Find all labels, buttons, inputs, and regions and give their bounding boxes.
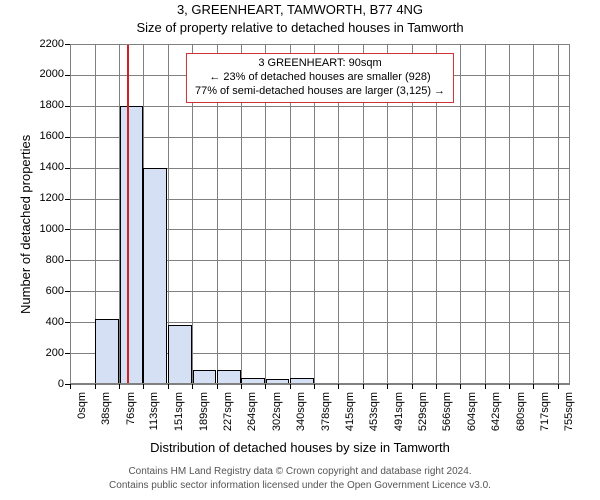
y-tick-mark <box>65 44 70 45</box>
y-tick-label: 600 <box>30 285 64 297</box>
y-tick-label: 1200 <box>30 192 64 204</box>
y-tick-label: 400 <box>30 316 64 328</box>
x-tick-mark <box>558 384 559 389</box>
x-tick-label: 680sqm <box>515 392 527 452</box>
x-tick-mark <box>192 384 193 389</box>
x-tick-label: 453sqm <box>368 392 380 452</box>
x-tick-label: 566sqm <box>441 392 453 452</box>
x-tick-label: 227sqm <box>222 392 234 452</box>
figure-container: 3, GREENHEART, TAMWORTH, B77 4NG Size of… <box>0 0 600 500</box>
chart-title-line1: 3, GREENHEART, TAMWORTH, B77 4NG <box>0 2 600 17</box>
x-tick-mark <box>217 384 218 389</box>
x-tick-label: 151sqm <box>173 392 185 452</box>
x-tick-mark <box>338 384 339 389</box>
x-tick-mark <box>70 384 71 389</box>
chart-title-line2: Size of property relative to detached ho… <box>0 20 600 35</box>
x-tick-mark <box>265 384 266 389</box>
y-tick-mark <box>65 199 70 200</box>
y-tick-mark <box>65 260 70 261</box>
y-tick-label: 1800 <box>30 99 64 111</box>
x-tick-mark <box>533 384 534 389</box>
x-tick-mark <box>314 384 315 389</box>
x-tick-label: 717sqm <box>539 392 551 452</box>
footer-line1: Contains HM Land Registry data © Crown c… <box>0 466 600 477</box>
x-tick-label: 755sqm <box>563 392 575 452</box>
y-tick-label: 2200 <box>30 38 64 50</box>
y-tick-mark <box>65 322 70 323</box>
x-tick-mark <box>485 384 486 389</box>
x-tick-label: 0sqm <box>76 392 88 452</box>
x-tick-mark <box>436 384 437 389</box>
legend-box: 3 GREENHEART: 90sqm← 23% of detached hou… <box>186 53 454 103</box>
x-tick-label: 302sqm <box>271 392 283 452</box>
x-tick-label: 529sqm <box>417 392 429 452</box>
y-tick-mark <box>65 106 70 107</box>
legend-line: ← 23% of detached houses are smaller (92… <box>195 71 445 85</box>
gridline-h <box>70 384 570 385</box>
y-tick-mark <box>65 168 70 169</box>
x-tick-mark <box>95 384 96 389</box>
legend-line: 77% of semi-detached houses are larger (… <box>195 85 445 99</box>
y-tick-mark <box>65 229 70 230</box>
x-tick-mark <box>168 384 169 389</box>
legend-line: 3 GREENHEART: 90sqm <box>195 57 445 71</box>
x-tick-mark <box>412 384 413 389</box>
x-tick-label: 642sqm <box>490 392 502 452</box>
y-tick-label: 1600 <box>30 130 64 142</box>
x-tick-label: 38sqm <box>100 392 112 452</box>
x-tick-label: 378sqm <box>320 392 332 452</box>
x-tick-mark <box>241 384 242 389</box>
y-tick-mark <box>65 75 70 76</box>
x-tick-label: 189sqm <box>198 392 210 452</box>
y-tick-label: 2000 <box>30 68 64 80</box>
x-tick-mark <box>363 384 364 389</box>
x-tick-label: 415sqm <box>344 392 356 452</box>
y-tick-mark <box>65 353 70 354</box>
x-tick-mark <box>119 384 120 389</box>
x-tick-mark <box>387 384 388 389</box>
x-tick-label: 264sqm <box>246 392 258 452</box>
y-tick-label: 0 <box>30 378 64 390</box>
y-tick-label: 800 <box>30 254 64 266</box>
x-tick-label: 340sqm <box>295 392 307 452</box>
y-tick-label: 1400 <box>30 161 64 173</box>
x-tick-mark <box>460 384 461 389</box>
x-tick-label: 76sqm <box>125 392 137 452</box>
y-tick-label: 200 <box>30 347 64 359</box>
x-tick-mark <box>290 384 291 389</box>
x-tick-mark <box>143 384 144 389</box>
x-tick-label: 604sqm <box>466 392 478 452</box>
y-tick-mark <box>65 291 70 292</box>
x-tick-label: 491sqm <box>393 392 405 452</box>
x-tick-mark <box>509 384 510 389</box>
footer-line2: Contains public sector information licen… <box>0 480 600 491</box>
x-tick-label: 113sqm <box>148 392 160 452</box>
y-tick-mark <box>65 137 70 138</box>
y-tick-label: 1000 <box>30 223 64 235</box>
